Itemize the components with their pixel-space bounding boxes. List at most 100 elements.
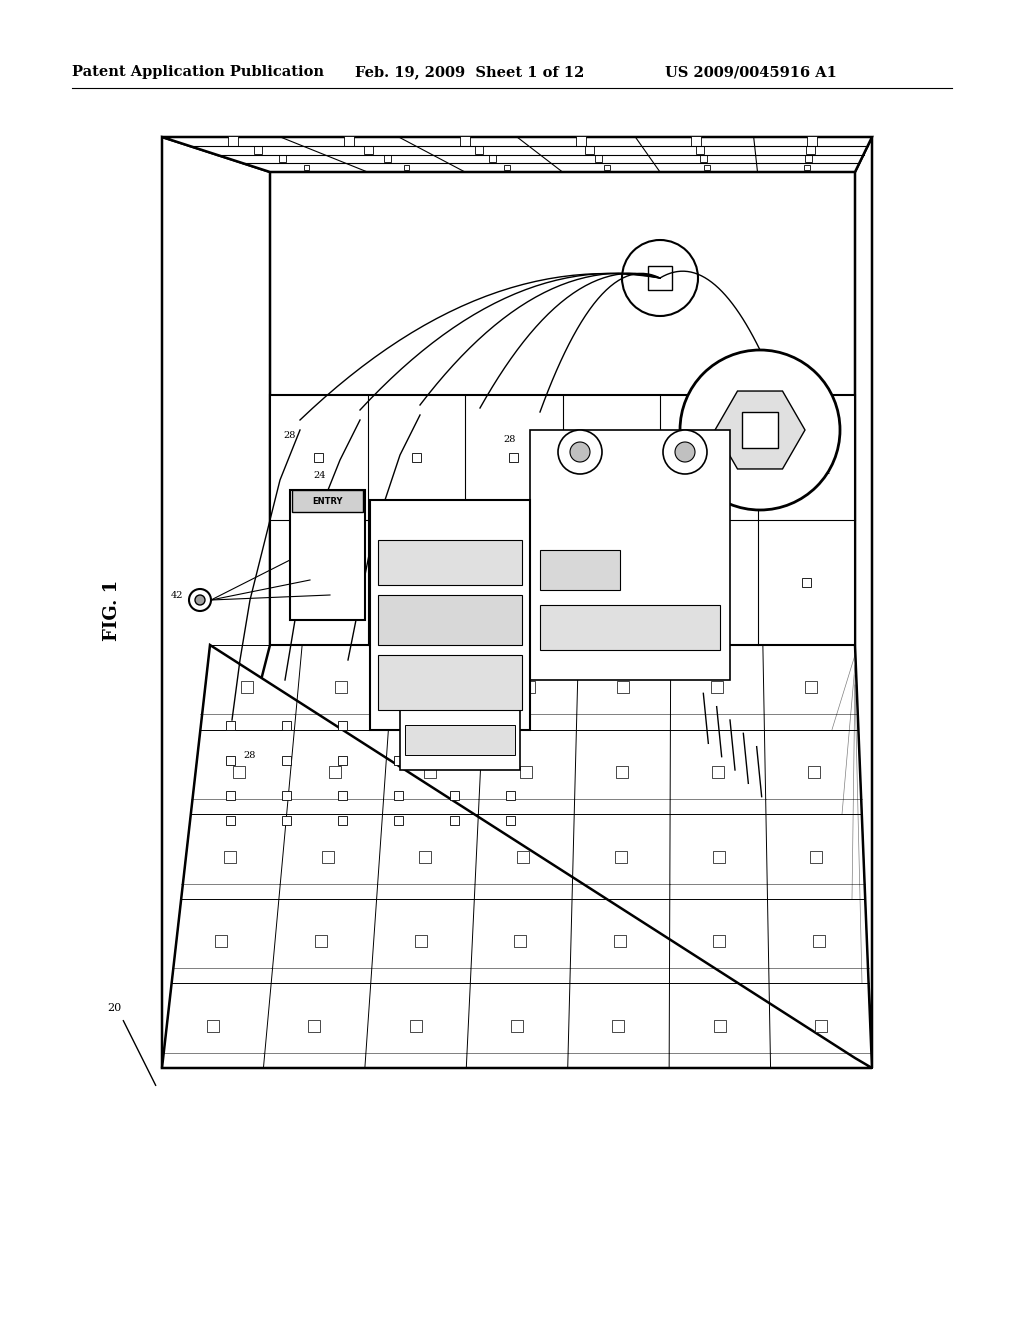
Text: Patent Application Publication: Patent Application Publication [72,65,324,79]
Bar [713,850,725,862]
Polygon shape [162,137,270,1068]
Text: 24: 24 [819,467,831,477]
Circle shape [558,430,602,474]
Bar [338,755,346,764]
Bar [215,935,227,946]
Bar [378,595,522,645]
Bar [364,147,373,154]
Bar [282,721,291,730]
Text: 26: 26 [714,384,726,392]
Bar [540,605,720,649]
Bar [308,1020,321,1032]
Bar [279,156,286,162]
Text: 24: 24 [403,741,416,750]
Circle shape [570,442,590,462]
Bar [607,578,615,587]
Text: 24: 24 [554,461,566,470]
Bar [314,453,324,462]
Bar [292,490,362,512]
Bar [616,766,628,777]
Bar [506,791,514,800]
Bar [420,850,431,862]
Bar [489,156,497,162]
Bar [378,655,522,710]
Text: ENTRY: ENTRY [312,496,343,506]
Circle shape [195,595,205,605]
Bar [424,766,436,777]
Bar [406,725,515,755]
Text: 28: 28 [284,430,296,440]
Bar [410,1020,422,1032]
Bar [695,147,705,154]
Bar [384,156,391,162]
Bar [705,453,714,462]
Bar [806,147,815,154]
Circle shape [680,350,840,510]
Bar [322,850,334,862]
Bar [804,165,810,170]
Text: 28: 28 [504,436,516,445]
Bar [344,136,354,147]
Bar [607,453,615,462]
Bar [506,755,514,764]
Bar [412,453,421,462]
Bar [415,935,427,946]
Bar [450,755,459,764]
Text: 20: 20 [106,1003,121,1012]
Text: 28: 28 [244,751,256,759]
Bar [506,816,514,825]
Bar [511,1020,523,1032]
Bar [412,578,421,587]
Text: Feb. 19, 2009  Sheet 1 of 12: Feb. 19, 2009 Sheet 1 of 12 [355,65,585,79]
Bar [705,165,710,170]
Text: 30: 30 [483,561,497,569]
Bar [338,816,346,825]
Bar [595,156,601,162]
Bar [520,766,532,777]
Bar [705,578,714,587]
Bar [742,412,778,447]
Bar [504,165,510,170]
Bar [604,165,609,170]
Bar [370,500,530,730]
Bar [403,165,410,170]
Bar [691,136,701,147]
Bar [304,165,309,170]
Bar [228,136,239,147]
Bar [460,136,470,147]
Bar [242,681,253,693]
Bar [514,935,526,946]
Bar [329,766,341,777]
Bar [429,681,441,693]
Bar [315,935,327,946]
Bar [648,267,672,290]
Bar [714,935,725,946]
Polygon shape [715,391,805,469]
Bar [815,1020,827,1032]
Bar [813,935,824,946]
Bar [530,430,730,680]
Bar [225,791,234,800]
Bar [506,721,514,730]
Bar [378,540,522,585]
Bar [612,1020,625,1032]
Bar [714,1020,726,1032]
Bar [393,755,402,764]
Bar [282,791,291,800]
Text: 28: 28 [754,467,766,477]
Text: 32: 32 [424,500,436,510]
Text: 42: 42 [171,591,183,601]
Bar [393,816,402,825]
Bar [314,578,324,587]
Bar [290,490,365,620]
Bar [254,147,262,154]
Bar [338,791,346,800]
Bar [523,681,536,693]
Bar [450,791,459,800]
Bar [517,850,529,862]
Text: 36: 36 [424,673,436,682]
Circle shape [622,240,698,315]
Polygon shape [162,645,872,1068]
Bar [270,395,855,645]
Bar [450,721,459,730]
